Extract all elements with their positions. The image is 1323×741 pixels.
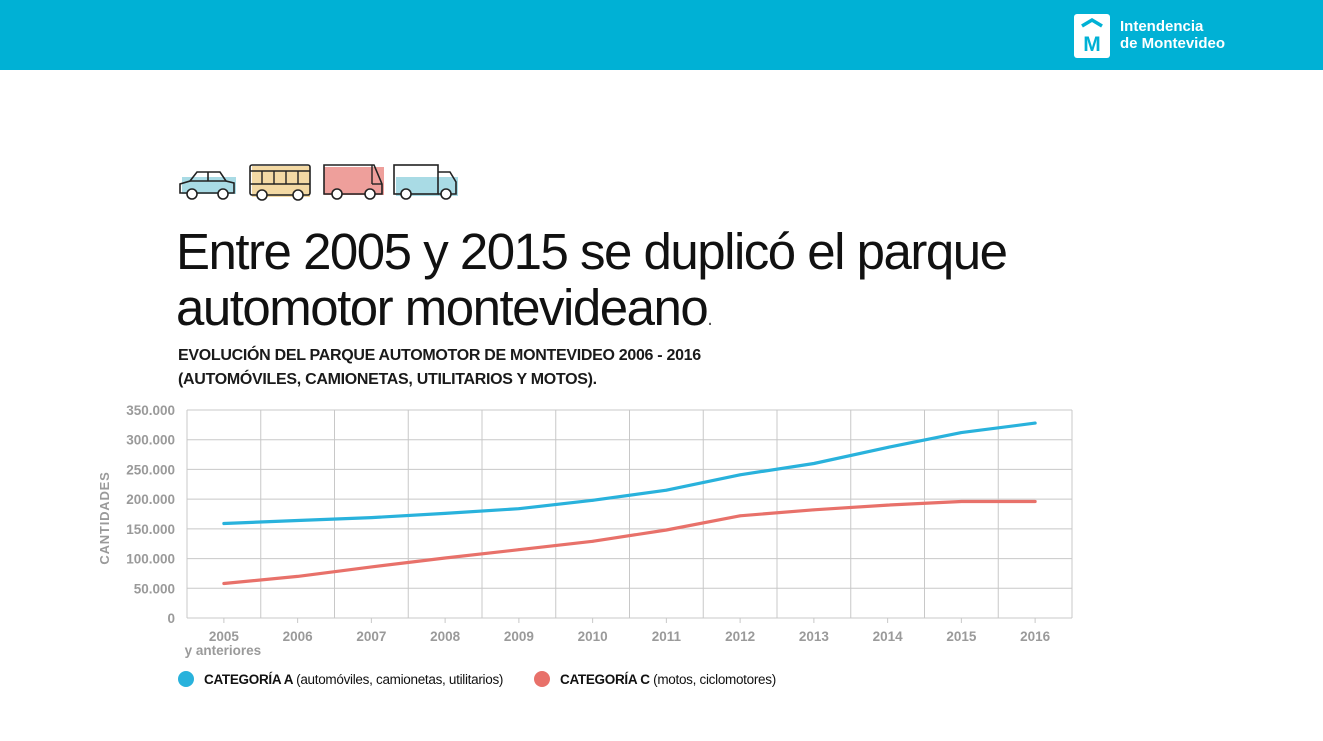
y-tick-label: 350.000	[126, 403, 175, 418]
series-line-category-a	[222, 421, 1037, 526]
legend-swatch-category-a	[178, 671, 194, 687]
legend-detail-category-c: (motos, ciclomotores)	[653, 671, 776, 687]
car-icon	[179, 171, 236, 200]
data-point	[664, 488, 668, 492]
data-point	[369, 565, 373, 569]
x-tick-label: 2011	[652, 629, 682, 644]
x-tick-label: 2009	[504, 629, 534, 644]
headline: Entre 2005 y 2015 se duplicó el parque a…	[176, 224, 1076, 347]
data-point	[738, 514, 742, 518]
montevideo-logo-icon: M	[1074, 14, 1110, 58]
data-point	[443, 556, 447, 560]
data-point	[591, 539, 595, 543]
data-point	[222, 522, 226, 525]
legend-item-category-c: CATEGORÍA C (motos, ciclomotores)	[534, 667, 776, 691]
vehicle-icons	[179, 164, 458, 201]
data-point	[886, 446, 890, 449]
line-chart: 0 50.000 100.000 150.000 200.000 250.000 300.0…	[97, 403, 1073, 658]
x-tick-label: 2015	[946, 629, 977, 644]
van-icon	[323, 164, 384, 200]
legend-detail-category-a: (automóviles, camionetas, utilitarios)	[296, 671, 504, 687]
headline-trailing-dot: .	[707, 308, 713, 330]
logo-line-1: Intendencia	[1120, 18, 1204, 35]
legend-name-category-a: CATEGORÍA A	[204, 671, 293, 687]
y-tick-label: 50.000	[134, 581, 175, 596]
chart-subtitle: EVOLUCIÓN DEL PARQUE AUTOMOTOR DE MONTEV…	[178, 344, 878, 392]
data-point	[1033, 421, 1037, 425]
y-tick-label: 300.000	[126, 433, 175, 448]
subtitle-line-1: EVOLUCIÓN DEL PARQUE AUTOMOTOR DE MONTEV…	[178, 347, 701, 364]
data-point	[959, 500, 963, 503]
data-point	[591, 498, 595, 502]
data-point	[517, 507, 521, 511]
logo-letter: M	[1083, 33, 1101, 56]
logo-line-2: de Montevideo	[1120, 35, 1226, 52]
x-tick-label: 2007	[356, 629, 386, 644]
x-tick-label: 2010	[578, 629, 608, 644]
x-tick-label: 2014	[873, 629, 904, 644]
x-tick-label: 2005	[209, 629, 240, 644]
data-point	[296, 519, 300, 522]
headline-line-1: Entre 2005 y 2015 se duplicó el parque	[176, 223, 1008, 280]
data-point	[886, 503, 890, 507]
y-tick-label: 250.000	[126, 462, 175, 477]
headline-line-2: automotor montevideano.	[176, 280, 1076, 347]
data-point	[812, 462, 816, 465]
y-tick-label: 0	[167, 611, 175, 626]
legend-item-category-a: CATEGORÍA A (automóviles, camionetas, ut…	[178, 667, 503, 691]
data-point	[222, 582, 226, 585]
chart-legend: CATEGORÍA A (automóviles, camionetas, ut…	[178, 667, 878, 691]
data-point	[369, 516, 373, 519]
series-line-category-c	[222, 499, 1037, 586]
truck-icon	[393, 164, 458, 200]
y-axis-label: CANTIDADES	[97, 471, 112, 564]
headline-line-2-text: automotor montevideano	[176, 279, 709, 336]
legend-swatch-category-c	[534, 671, 550, 687]
data-point	[517, 548, 521, 552]
data-point	[443, 512, 447, 515]
data-point	[812, 508, 816, 512]
logo-text: Intendencia de Montevideo	[1120, 18, 1225, 52]
x-tick-label: 2006	[283, 629, 314, 644]
data-point	[664, 528, 668, 532]
data-point	[296, 575, 300, 578]
legend-name-category-c: CATEGORÍA C	[560, 671, 650, 687]
data-point	[959, 431, 963, 434]
x-tick-label: 2013	[799, 629, 830, 644]
x-tick-label: 2008	[430, 629, 461, 644]
data-point	[1033, 500, 1037, 503]
y-tick-label: 100.000	[126, 552, 175, 567]
y-tick-label: 150.000	[126, 522, 175, 537]
data-point	[738, 473, 742, 477]
x-tick-note: y anteriores	[185, 643, 262, 658]
bus-icon	[249, 164, 311, 201]
y-tick-label: 200.000	[126, 492, 175, 507]
x-tick-label: 2016	[1020, 629, 1051, 644]
x-tick-label: 2012	[725, 629, 755, 644]
subtitle-line-2: (AUTOMÓVILES, CAMIONETAS, UTILITARIOS Y …	[178, 371, 597, 388]
